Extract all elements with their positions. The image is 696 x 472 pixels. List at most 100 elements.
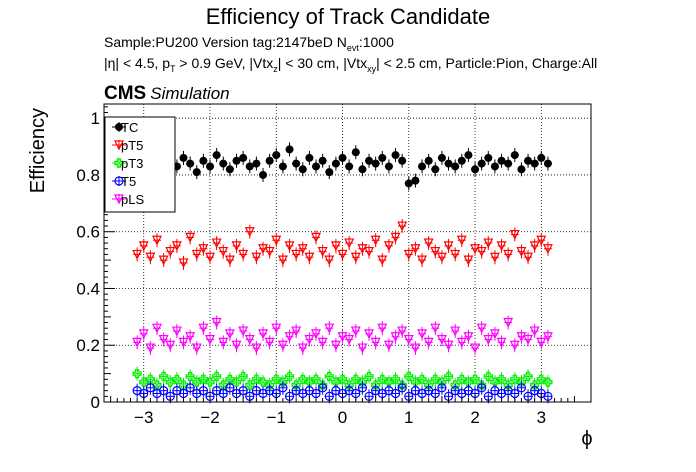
point-pls <box>284 332 295 343</box>
point-tc <box>351 148 360 157</box>
point-pls <box>291 326 302 337</box>
point-tc <box>285 145 294 154</box>
point-tc <box>265 156 274 165</box>
point-pls <box>311 329 321 340</box>
point-tc <box>484 153 493 162</box>
sample-tail: :1000 <box>358 34 394 50</box>
point-pls <box>350 326 361 337</box>
x-tick-label: −2 <box>200 408 219 427</box>
point-tc <box>305 153 314 162</box>
point-pls <box>423 337 434 348</box>
point-pt5 <box>185 232 196 243</box>
point-pt5 <box>258 244 268 255</box>
point-t5 <box>311 388 321 399</box>
point-pt3 <box>344 380 354 390</box>
point-pls <box>330 340 341 351</box>
point-pt5 <box>251 252 262 263</box>
point-pt5 <box>509 229 520 240</box>
point-pt5 <box>450 249 461 260</box>
point-pt3 <box>337 374 348 384</box>
point-pt5 <box>165 246 176 257</box>
sample-info: Sample:PU200 Version tag:2147beD Nevt:10… <box>104 34 394 53</box>
point-tc <box>358 165 367 174</box>
y-tick-label: 0.4 <box>76 279 100 298</box>
point-tc <box>418 162 427 171</box>
series-t5 <box>132 380 553 404</box>
point-pls <box>357 343 368 354</box>
point-pt5 <box>297 244 308 255</box>
point-pt3 <box>357 377 368 387</box>
point-tc <box>232 156 241 165</box>
point-tc <box>504 159 513 168</box>
point-pt3 <box>172 374 182 384</box>
point-pt3 <box>530 380 540 390</box>
point-pt5 <box>132 249 143 260</box>
point-tc <box>179 153 188 162</box>
point-t5 <box>198 386 208 396</box>
point-pt3 <box>404 371 414 382</box>
point-tc <box>497 156 506 165</box>
point-t5 <box>145 383 155 393</box>
point-pt3 <box>324 371 334 382</box>
cuts-sub-c: xy <box>367 63 377 74</box>
point-tc <box>457 156 466 165</box>
point-pt3 <box>231 377 242 387</box>
point-pt3 <box>198 374 208 384</box>
point-pls <box>304 334 315 345</box>
point-t5 <box>185 383 195 393</box>
point-tc <box>212 151 221 160</box>
point-pls <box>536 337 547 348</box>
point-pt3 <box>496 374 507 384</box>
point-t5 <box>390 388 401 399</box>
cuts-part-d: | < 2.5 cm, Particle:Pion, Charge:All <box>376 55 598 71</box>
point-pt3 <box>503 380 513 390</box>
point-tc <box>345 162 354 171</box>
point-pt3 <box>536 374 546 384</box>
point-pt3 <box>284 371 295 382</box>
point-pt5 <box>138 241 149 252</box>
point-pt5 <box>529 241 540 252</box>
point-tc <box>510 151 519 160</box>
point-pls <box>489 329 500 340</box>
x-tick-label: −3 <box>134 408 153 427</box>
point-pls <box>470 343 481 354</box>
point-pt5 <box>330 241 341 252</box>
point-tc <box>490 162 499 171</box>
point-pt3 <box>165 377 175 387</box>
cuts-sub-b: z <box>273 63 278 74</box>
legend-label-pls: pLS <box>121 192 144 207</box>
point-tc <box>325 168 334 177</box>
point-pls <box>218 337 229 348</box>
point-pt3 <box>225 374 235 384</box>
point-tc <box>206 162 215 171</box>
point-pls <box>529 326 540 337</box>
point-pt5 <box>397 221 408 232</box>
chart-title: Efficiency of Track Candidate <box>205 4 491 29</box>
data-layer <box>132 142 553 404</box>
point-tc <box>384 162 393 171</box>
axis-layer: −3 −2 −1 0 1 2 3 0 0.2 0.4 0.6 0.8 1 <box>76 106 575 427</box>
point-pls <box>456 337 467 348</box>
legend-label-t5: T5 <box>121 174 136 189</box>
point-pt5 <box>423 238 434 249</box>
point-pt3 <box>377 374 387 384</box>
point-pls <box>277 340 288 351</box>
point-tc <box>365 156 374 165</box>
point-pt3 <box>490 377 500 387</box>
point-tc <box>378 153 387 162</box>
point-pls <box>410 343 421 354</box>
y-tick-label: 0.6 <box>76 223 100 242</box>
point-pls <box>542 332 553 343</box>
point-pt5 <box>191 249 202 260</box>
point-pt3 <box>470 374 480 384</box>
point-pt3 <box>205 377 215 387</box>
point-pt5 <box>542 244 553 255</box>
point-tc <box>371 159 380 168</box>
point-pt5 <box>291 249 302 260</box>
point-pt3 <box>430 374 440 384</box>
point-pls <box>476 323 487 334</box>
point-pt5 <box>271 235 282 246</box>
cuts-part-b: > 0.9 GeV, |Vtx <box>175 55 274 71</box>
